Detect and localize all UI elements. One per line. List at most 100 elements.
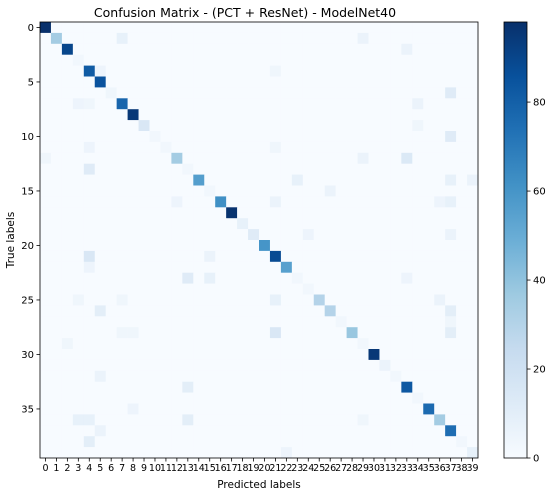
heatmap-cell [106,327,117,338]
heatmap-cell [84,371,95,382]
heatmap-cell [390,109,401,120]
x-tick-label: 6 [108,463,114,474]
heatmap-cell [347,186,358,197]
heatmap-cell [445,436,456,447]
heatmap-cell [106,382,117,393]
heatmap-cell [390,196,401,207]
heatmap-cell [150,251,161,262]
heatmap-cell [40,66,51,77]
heatmap-cell [456,22,467,33]
heatmap-cell [95,164,106,175]
heatmap-cell [467,382,478,393]
heatmap-cell [292,404,303,415]
heatmap-cell [62,33,73,44]
heatmap-cell [40,382,51,393]
heatmap-cell [314,262,325,273]
heatmap-cell [73,44,84,55]
heatmap-cell [139,338,150,349]
heatmap-cell [358,98,369,109]
heatmap-cell [325,98,336,109]
heatmap-cell [204,218,215,229]
heatmap-cell [106,251,117,262]
heatmap-cell [369,186,380,197]
heatmap-cell [314,218,325,229]
heatmap-cell [84,66,95,77]
x-tick-label: 39 [466,463,478,474]
heatmap-cell [379,153,390,164]
heatmap-cell [226,382,237,393]
heatmap-cell [215,295,226,306]
heatmap-cell [73,316,84,327]
heatmap-cell [270,316,281,327]
heatmap-cell [445,425,456,436]
heatmap-cell [139,22,150,33]
heatmap-cell [248,447,259,458]
heatmap-cell [193,164,204,175]
y-tick-label: 30 [21,350,34,361]
x-tick-label: 9 [141,463,147,474]
heatmap-cell [226,393,237,404]
heatmap-cell [40,22,51,33]
heatmap-cell [40,338,51,349]
heatmap-cell [73,175,84,186]
heatmap-cell [412,349,423,360]
heatmap-cell [73,436,84,447]
heatmap-cell [467,44,478,55]
heatmap-cell [401,153,412,164]
heatmap-cell [445,131,456,142]
heatmap-cell [84,33,95,44]
heatmap-cell [467,109,478,120]
heatmap-cell [358,44,369,55]
heatmap-cell [445,87,456,98]
heatmap-cell [259,382,270,393]
heatmap-cell [412,284,423,295]
heatmap-cell [303,240,314,251]
heatmap-cell [259,109,270,120]
heatmap-cell [423,98,434,109]
heatmap-cell [325,66,336,77]
heatmap-cell [390,153,401,164]
heatmap-cell [248,186,259,197]
heatmap-cell [347,98,358,109]
heatmap-cell [215,305,226,316]
heatmap-cell [445,229,456,240]
heatmap-cell [62,164,73,175]
heatmap-cell [84,164,95,175]
heatmap-cell [62,87,73,98]
heatmap-cell [171,131,182,142]
heatmap-cell [62,436,73,447]
heatmap-cell [106,414,117,425]
heatmap-cell [62,229,73,240]
heatmap-cell [95,175,106,186]
heatmap-cell [95,186,106,197]
heatmap-cell [73,262,84,273]
heatmap-cell [40,305,51,316]
heatmap-cell [412,55,423,66]
heatmap-cell [215,284,226,295]
heatmap-cell [117,404,128,415]
heatmap-cell [51,382,62,393]
heatmap-cell [401,295,412,306]
heatmap-cell [434,207,445,218]
heatmap-cell [412,371,423,382]
heatmap-cell [62,360,73,371]
heatmap-cell [303,66,314,77]
heatmap-cell [150,153,161,164]
heatmap-cell [139,360,150,371]
heatmap-cell [281,22,292,33]
heatmap-cell [423,436,434,447]
heatmap-cell [150,77,161,88]
heatmap-cell [347,382,358,393]
heatmap-cell [336,164,347,175]
heatmap-cell [412,33,423,44]
heatmap-cell [314,316,325,327]
heatmap-cell [325,404,336,415]
heatmap-cell [62,284,73,295]
heatmap-cell [412,186,423,197]
heatmap-cell [106,371,117,382]
heatmap-cell [270,305,281,316]
heatmap-cell [401,273,412,284]
heatmap-cell [248,120,259,131]
heatmap-cell [51,425,62,436]
heatmap-cell [248,207,259,218]
